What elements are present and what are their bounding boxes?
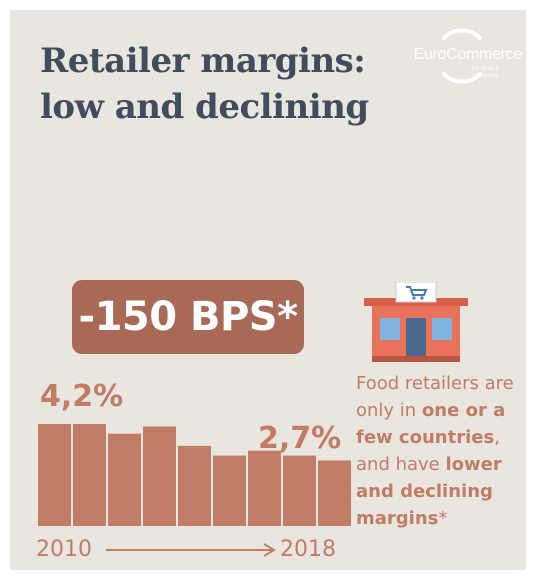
desc-bold-1: one or a few countries xyxy=(356,400,506,448)
store-icon xyxy=(364,282,468,362)
title-line-1: Retailer margins: xyxy=(40,41,366,81)
bar-2012 xyxy=(108,433,141,526)
desc-bold-2: lower and declining margins xyxy=(356,454,502,529)
axis-end-year: 2018 xyxy=(280,537,336,562)
bar-2014 xyxy=(178,445,211,526)
margin-bar-chart xyxy=(38,424,351,526)
arrow-right-icon xyxy=(106,543,276,557)
bar-2011 xyxy=(73,424,106,526)
title-line-2: low and declining xyxy=(40,87,369,127)
brand-name: EuroCommerce xyxy=(413,46,523,63)
bar-2013 xyxy=(143,426,176,526)
bar-2010 xyxy=(38,424,71,526)
end-value-label: 2,7% xyxy=(258,421,342,456)
brand-logo: EuroCommerce for retail & wholesale xyxy=(402,24,522,88)
desc-part-1: Food retailers are only in xyxy=(356,373,514,421)
year-axis: 2010 2018 xyxy=(36,536,352,566)
desc-part-3: * xyxy=(438,508,448,529)
description-text: Food retailers are only in one or a few … xyxy=(356,370,526,532)
axis-start-year: 2010 xyxy=(36,537,92,562)
infographic-card: Retailer margins: low and declining Euro… xyxy=(10,10,526,570)
brand-tagline: for retail & wholesale xyxy=(472,66,500,79)
bar-2018 xyxy=(318,460,351,526)
brand-ring-icon xyxy=(442,28,482,84)
bps-badge: -150 BPS* xyxy=(72,280,304,354)
page-title: Retailer margins: low and declining xyxy=(40,38,369,130)
desc-part-2: , and have xyxy=(356,427,500,475)
bar-2015 xyxy=(213,455,246,526)
start-value-label: 4,2% xyxy=(40,379,124,414)
bar-2016 xyxy=(248,450,281,526)
bar-2017 xyxy=(283,455,316,526)
